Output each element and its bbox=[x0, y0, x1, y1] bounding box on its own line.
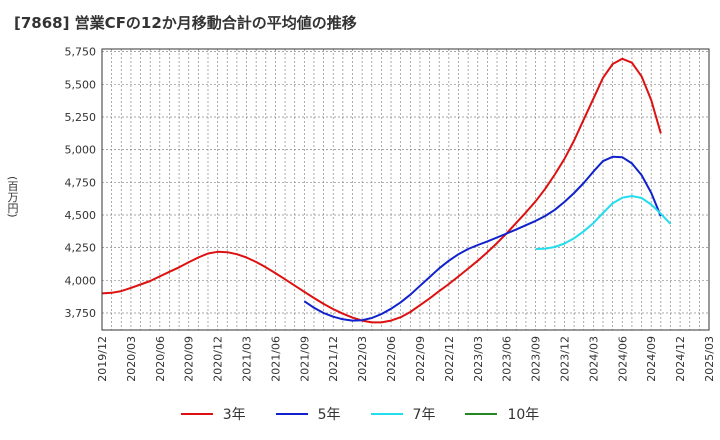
y-tick-label: 4,000 bbox=[65, 274, 97, 287]
legend-label: 7年 bbox=[412, 407, 436, 423]
series-line-5年 bbox=[303, 155, 662, 322]
x-tick-label: 2020/09 bbox=[183, 336, 196, 382]
legend-swatch bbox=[465, 413, 498, 415]
x-tick-label: 2023/06 bbox=[501, 336, 514, 382]
y-tick-label: 4,500 bbox=[65, 209, 97, 222]
x-tick-label: 2022/03 bbox=[356, 336, 369, 382]
x-tick-label: 2023/09 bbox=[530, 336, 543, 382]
series-line-7年 bbox=[535, 195, 672, 250]
legend-item: 5年 bbox=[275, 404, 341, 424]
x-tick-label: 2022/09 bbox=[414, 336, 427, 382]
legend-swatch bbox=[370, 413, 403, 415]
legend-item: 3年 bbox=[180, 404, 246, 424]
x-tick-label: 2019/12 bbox=[96, 336, 109, 382]
series-layer bbox=[101, 57, 672, 324]
legend-item: 7年 bbox=[370, 404, 436, 424]
legend: 3年 5年 7年 10年 bbox=[0, 404, 720, 424]
x-tick-label: 2020/12 bbox=[212, 336, 225, 382]
legend-swatch bbox=[275, 413, 308, 415]
chart-title: [7868] 営業CFの12か月移動合計の平均値の推移 bbox=[14, 14, 357, 32]
axis-layer: 3,750 4,000 4,250 4,500 4,750 5,000 5,250 5,500… bbox=[65, 46, 717, 382]
x-tick-label: 2022/06 bbox=[385, 336, 398, 382]
x-tick-label: 2024/03 bbox=[587, 336, 600, 382]
y-tick-label: 5,000 bbox=[65, 144, 97, 157]
y-axis-unit-label: (百万円) bbox=[6, 176, 19, 218]
y-tick-label: 3,750 bbox=[65, 307, 97, 320]
y-tick-label: 5,750 bbox=[65, 46, 97, 59]
x-tick-label: 2024/06 bbox=[616, 336, 629, 382]
y-tick-label: 4,750 bbox=[65, 176, 97, 189]
x-tick-label: 2020/03 bbox=[125, 336, 138, 382]
x-tick-label: 2021/03 bbox=[241, 336, 254, 382]
x-tick-label: 2021/12 bbox=[327, 336, 340, 382]
x-tick-label: 2025/03 bbox=[703, 336, 716, 382]
plot-area bbox=[102, 49, 709, 330]
legend-label: 10年 bbox=[507, 407, 540, 423]
legend-item: 10年 bbox=[465, 404, 539, 424]
y-tick-label: 4,250 bbox=[65, 242, 97, 255]
y-tick-label: 5,500 bbox=[65, 78, 97, 91]
grid-layer bbox=[102, 49, 709, 330]
x-tick-label: 2023/12 bbox=[558, 336, 571, 382]
y-tick-label: 5,250 bbox=[65, 111, 97, 124]
x-tick-label: 2021/09 bbox=[298, 336, 311, 382]
x-tick-label: 2020/06 bbox=[154, 336, 167, 382]
x-tick-label: 2024/12 bbox=[674, 336, 687, 382]
x-tick-label: 2021/06 bbox=[269, 336, 282, 382]
legend-label: 5年 bbox=[317, 407, 341, 423]
series-line-3年 bbox=[101, 57, 662, 324]
x-tick-label: 2024/09 bbox=[645, 336, 658, 382]
legend-label: 3年 bbox=[222, 407, 246, 423]
x-tick-label: 2022/12 bbox=[443, 336, 456, 382]
legend-swatch bbox=[180, 413, 213, 415]
x-tick-label: 2023/03 bbox=[472, 336, 485, 382]
plot-frame bbox=[101, 48, 710, 331]
